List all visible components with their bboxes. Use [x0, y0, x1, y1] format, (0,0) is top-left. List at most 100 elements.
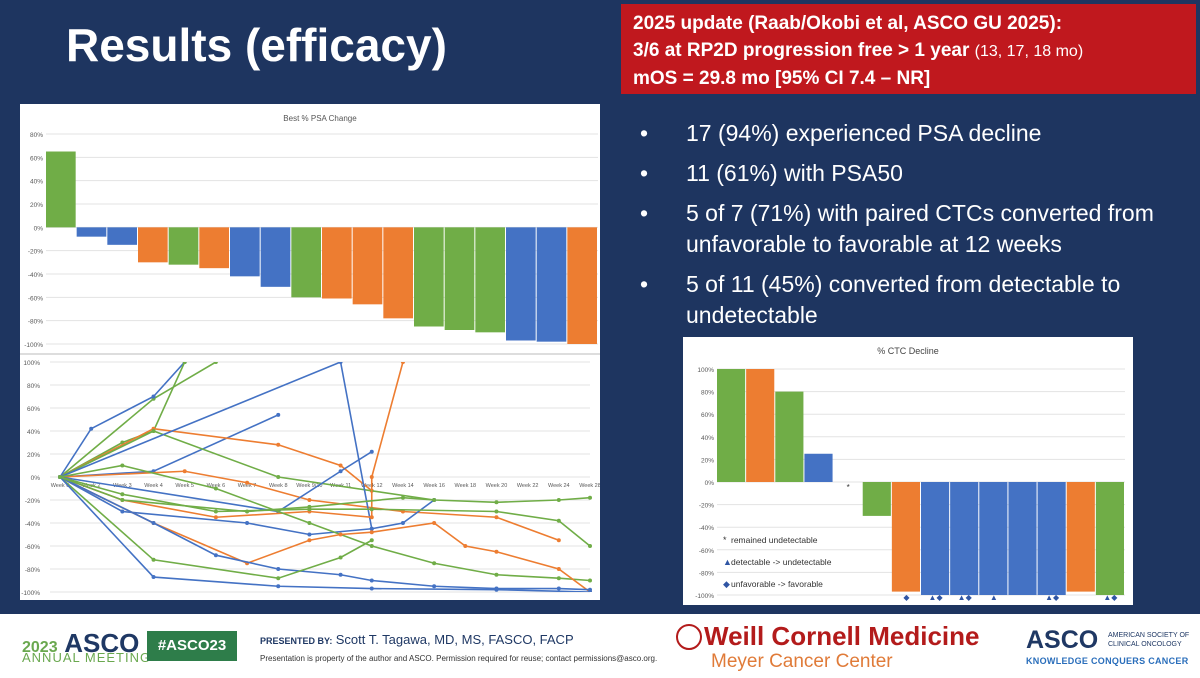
series-point	[369, 526, 374, 531]
series-line	[59, 362, 373, 529]
series-point	[400, 495, 405, 500]
y-tick-label: -20%	[28, 249, 43, 256]
bar	[444, 227, 475, 330]
bar	[107, 227, 137, 245]
y-tick-label: -40%	[699, 525, 714, 532]
bar	[950, 482, 979, 595]
bar	[746, 369, 775, 482]
footer-wcm: Weill Cornell Medicine	[704, 621, 980, 651]
series-point	[151, 521, 156, 525]
bar	[717, 369, 746, 482]
y-tick-label: -60%	[28, 295, 43, 302]
series-point	[120, 509, 125, 514]
chart-title: % CTC Decline	[877, 346, 939, 356]
y-tick-label: -80%	[25, 567, 40, 574]
series-point	[182, 362, 187, 364]
series-point	[400, 521, 405, 525]
y-tick-label: -60%	[699, 548, 714, 555]
y-tick-label: -100%	[695, 593, 714, 600]
series-line	[59, 430, 591, 504]
series-point	[245, 480, 250, 485]
x-tick-label: Week 24	[548, 483, 570, 489]
series-point	[182, 469, 187, 474]
series-point	[213, 509, 218, 514]
presenter-name: Scott T. Tagawa, MD, MS, FASCO, FACP	[335, 632, 574, 647]
bar-marker: ◆	[903, 593, 910, 602]
series-line	[59, 362, 186, 478]
bullet-item: • 17 (94%) experienced PSA decline	[640, 118, 1185, 149]
legend-label: unfavorable -> favorable	[731, 579, 823, 589]
psa-line-chart: 100% 80% 60% 40% 20% 0% -20% -40% -60% -80% -100% W…	[21, 360, 601, 597]
series-point	[400, 362, 405, 364]
series-point	[556, 567, 561, 571]
x-tick-label: Week 20	[486, 483, 508, 489]
y-tick-label: 40%	[701, 435, 714, 442]
series-point	[369, 515, 374, 520]
series-line	[59, 362, 217, 478]
series-point	[307, 521, 312, 525]
bar	[1066, 482, 1095, 592]
y-tick-label: 100%	[23, 360, 40, 367]
bar-marker: ▲◆	[929, 593, 944, 602]
x-tick-label: Week 28	[579, 483, 600, 489]
series-point	[369, 475, 374, 479]
bullet-text: 17 (94%) experienced PSA decline	[686, 120, 1042, 146]
series-point	[588, 495, 592, 500]
footer-annual-meeting: ANNUAL MEETING	[22, 650, 152, 665]
series-point	[494, 509, 499, 514]
x-tick-label: Week 9/10	[296, 483, 322, 489]
presented-by-label: PRESENTED BY:	[260, 636, 333, 646]
bar	[804, 453, 833, 482]
y-tick-label: -40%	[25, 521, 40, 528]
series-point	[588, 590, 592, 592]
series-point	[432, 498, 437, 502]
series-point	[494, 572, 499, 577]
x-tick-label: Week 4	[144, 483, 163, 489]
bar	[138, 227, 168, 263]
ctc-chart-panel: % CTC Decline 100% 80% 60% 40% 20% 0% -20% -40% -…	[683, 337, 1133, 605]
legend-label: remained undetectable	[731, 535, 818, 545]
bullet-dot: •	[640, 120, 649, 146]
legend-symbol: ▲	[723, 557, 732, 567]
x-tick-label: Week 5	[175, 483, 194, 489]
x-tick-label: Week 22	[517, 483, 539, 489]
series-point	[276, 567, 281, 571]
bar	[168, 227, 199, 265]
series-point	[432, 561, 437, 566]
y-tick-label: -20%	[25, 498, 40, 505]
series-line	[59, 362, 186, 478]
series-point	[556, 586, 561, 591]
bar	[291, 227, 321, 298]
bar	[891, 482, 920, 592]
series-point	[151, 429, 156, 433]
series-point	[213, 362, 218, 364]
footer-kcc: KNOWLEDGE CONQUERS CANCER	[1026, 656, 1189, 666]
series-point	[369, 449, 374, 454]
x-tick-label: Week 3	[113, 483, 132, 489]
bar	[76, 227, 107, 237]
bar	[260, 227, 291, 287]
series-point	[276, 442, 281, 447]
series-point	[369, 544, 374, 548]
x-tick-label: Week 6	[207, 483, 226, 489]
x-tick-label: Week 8	[269, 483, 288, 489]
series-point	[307, 504, 312, 509]
series-point	[151, 557, 156, 562]
update-line-2: 3/6 at RP2D progression free > 1 year (1…	[633, 37, 1184, 65]
series-point	[213, 486, 218, 491]
series-point	[556, 538, 561, 543]
bullet-item: • 11 (61%) with PSA50	[640, 158, 1185, 189]
y-tick-label: 20%	[701, 457, 714, 464]
bar	[46, 151, 76, 228]
y-tick-label: 0%	[705, 480, 715, 487]
bar	[1008, 482, 1037, 595]
bar	[536, 227, 567, 342]
series-point	[369, 586, 374, 591]
series-line	[59, 476, 591, 592]
bullet-list: • 17 (94%) experienced PSA decline • 11 (6…	[640, 118, 1185, 340]
y-tick-label: -100%	[21, 590, 40, 597]
bullet-dot: •	[640, 200, 649, 226]
series-point	[120, 463, 125, 468]
footer-meyer: Meyer Cancer Center	[711, 651, 893, 672]
y-tick-label: 60%	[701, 412, 714, 419]
